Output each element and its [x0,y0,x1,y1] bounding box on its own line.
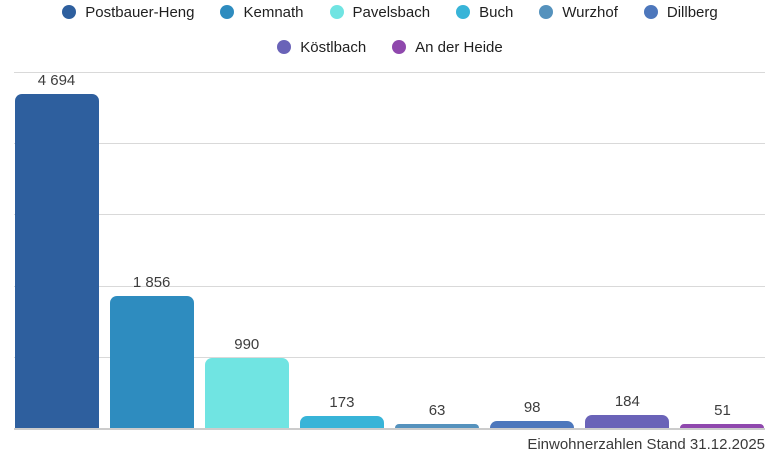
bar-an-der-heide[interactable] [680,424,765,428]
legend-dot-icon [456,5,471,19]
gridline-5000 [14,72,765,73]
bar-dillberg[interactable] [490,421,575,428]
legend-item-koestlbach[interactable]: Köstlbach [277,39,366,56]
bar-pavelsbach[interactable] [204,357,289,428]
legend-label: Kemnath [243,3,304,21]
bar-koestlbach[interactable] [585,414,670,428]
bar-buch[interactable] [299,415,384,428]
legend-dot-icon [643,5,658,19]
bar-value-postbauer-heng: 4 694 [37,71,76,89]
chart-footnote: Einwohnerzahlen Stand 31.12.2025 [527,436,765,453]
bar-value-an-der-heide: 51 [714,402,731,420]
bar-postbauer-heng[interactable] [14,93,99,428]
legend-dot-icon [392,40,407,54]
bar-value-wurzhof: 63 [428,401,446,419]
gridline-2000 [14,285,765,287]
bar-value-pavelsbach: 990 [234,335,260,353]
legend-item-postbauer-heng[interactable]: Postbauer-Heng [62,4,194,21]
legend-label: Dillberg [666,3,718,21]
legend-dot-icon [277,40,292,54]
chart-legend: Postbauer-Heng Kemnath Pavelsbach Buch Wurzh… [0,3,780,73]
bar-value-dillberg: 98 [523,399,541,417]
bar-value-buch: 173 [329,393,355,411]
legend-label: Buch [479,3,514,21]
bar-wurzhof[interactable] [395,423,480,428]
legend-row-2: Köstlbach An der Heide [277,38,503,56]
legend-item-pavelsbach[interactable]: Pavelsbach [329,3,431,21]
legend-label: An der Heide [415,38,503,56]
plot-area: 4 694 1 856 990 173 63 98 184 51 [14,72,765,430]
gridline-4000 [14,143,765,145]
bar-value-koestlbach: 184 [614,392,640,410]
legend-label: Postbauer-Heng [85,3,195,21]
legend-row-1: Postbauer-Heng Kemnath Pavelsbach Buch Wurzh… [62,3,718,21]
x-axis-baseline [14,428,765,430]
legend-label: Wurzhof [562,3,618,21]
bar-kemnath[interactable] [109,295,194,428]
legend-dot-icon [329,5,344,19]
gridline-3000 [14,214,765,216]
legend-dot-icon [539,5,554,19]
legend-item-kemnath[interactable]: Kemnath [220,3,304,21]
legend-item-an-der-heide[interactable]: An der Heide [392,39,503,56]
bar-value-kemnath: 1 856 [132,273,171,291]
legend-label: Pavelsbach [352,3,431,21]
legend-item-wurzhof[interactable]: Wurzhof [539,4,618,21]
legend-dot-icon [62,5,77,19]
legend-label: Köstlbach [300,38,367,56]
legend-item-dillberg[interactable]: Dillberg [643,3,718,21]
legend-dot-icon [220,5,235,19]
legend-item-buch[interactable]: Buch [456,4,513,21]
gridline-1000 [14,356,765,358]
